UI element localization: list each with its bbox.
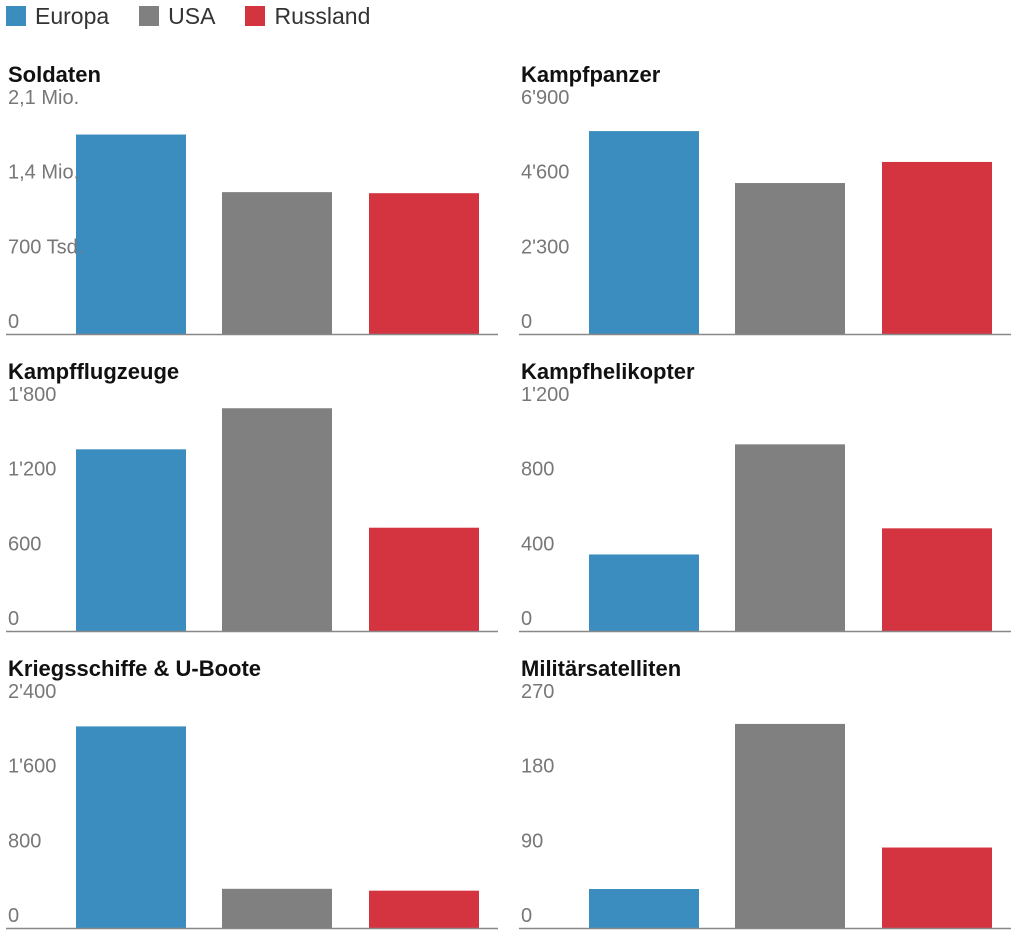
legend-label-russland: Russland [274,2,371,29]
legend-swatch-europa [6,6,26,26]
y-tick-label: 6'900 [521,87,569,109]
bar-europa [589,131,699,334]
legend: Europa USA Russland [6,2,400,30]
y-tick-label: 2'300 [521,236,569,258]
y-tick-label: 90 [521,830,543,852]
y-tick-label: 800 [8,830,41,852]
bar-usa [222,192,332,334]
bar-usa [735,723,845,928]
y-tick-label: 180 [521,756,554,778]
chart-kampfhelikopter: Kampfhelikopter 0 400 800 1'200 [519,359,1011,644]
chart-kriegsschiffe: Kriegsschiffe & U-Boote 0 800 1'600 2'400 [6,656,498,941]
bar-europa [76,134,186,334]
bar-russland [369,527,479,631]
bar-europa [589,554,699,631]
y-tick-label: 4'600 [521,162,569,184]
chart-soldaten: Soldaten 0 700 Tsd. 1,4 Mio. 2,1 Mio. [6,62,498,347]
legend-swatch-russland [245,6,266,26]
chart-militaersatelliten: Militärsatelliten 0 90 180 270 [519,656,1011,941]
legend-swatch-usa [139,6,160,26]
legend-item-russland: Russland [245,3,370,30]
chart-plot: 0 400 800 1'200 [519,384,1011,633]
y-tick-label: 0 [8,608,19,630]
y-tick-label: 1'600 [8,756,56,778]
y-tick-label: 700 Tsd. [8,236,83,258]
y-tick-label: 1'800 [8,384,56,406]
y-tick-label: 0 [8,311,19,333]
chart-title: Militärsatelliten [521,656,682,681]
y-tick-label: 0 [521,905,532,927]
bar-usa [735,444,845,631]
chart-plot: 0 700 Tsd. 1,4 Mio. 2,1 Mio. [6,87,498,336]
y-tick-label: 0 [521,311,532,333]
chart-plot: 0 600 1'200 1'800 [6,384,498,633]
y-tick-label: 800 [521,459,554,481]
y-tick-label: 600 [8,533,41,555]
chart-title: Soldaten [8,62,101,87]
y-tick-label: 1'200 [521,384,569,406]
chart-title: Kriegsschiffe & U-Boote [8,656,262,681]
bar-europa [76,726,186,928]
bar-europa [589,889,699,928]
chart-plot: 0 90 180 270 [519,681,1011,930]
chart-plot: 0 2'300 4'600 6'900 [519,87,1011,336]
legend-item-europa: Europa [6,3,109,30]
y-tick-label: 1,4 Mio. [8,162,79,184]
bar-russland [882,847,992,928]
chart-title: Kampfhelikopter [521,359,695,384]
y-tick-label: 400 [521,533,554,555]
y-tick-label: 1'200 [8,459,56,481]
chart-title: Kampfpanzer [521,62,661,87]
bar-usa [222,408,332,631]
y-tick-label: 0 [521,608,532,630]
chart-title: Kampfflugzeuge [8,359,180,384]
y-tick-label: 0 [8,905,19,927]
chart-kampfflugzeuge: Kampfflugzeuge 0 600 1'200 1'800 [6,359,498,644]
y-tick-label: 2'400 [8,681,56,703]
bar-usa [222,888,332,928]
bar-russland [369,890,479,928]
chart-kampfpanzer: Kampfpanzer 0 2'300 4'600 6'900 [519,62,1011,347]
bar-russland [369,193,479,334]
bar-europa [76,449,186,631]
bar-russland [882,528,992,631]
legend-label-europa: Europa [35,2,110,29]
legend-item-usa: USA [139,3,215,30]
bar-russland [882,161,992,334]
chart-plot: 0 800 1'600 2'400 [6,681,498,930]
y-tick-label: 270 [521,681,554,703]
bar-usa [735,183,845,334]
y-tick-label: 2,1 Mio. [8,87,79,109]
legend-label-usa: USA [168,2,216,29]
